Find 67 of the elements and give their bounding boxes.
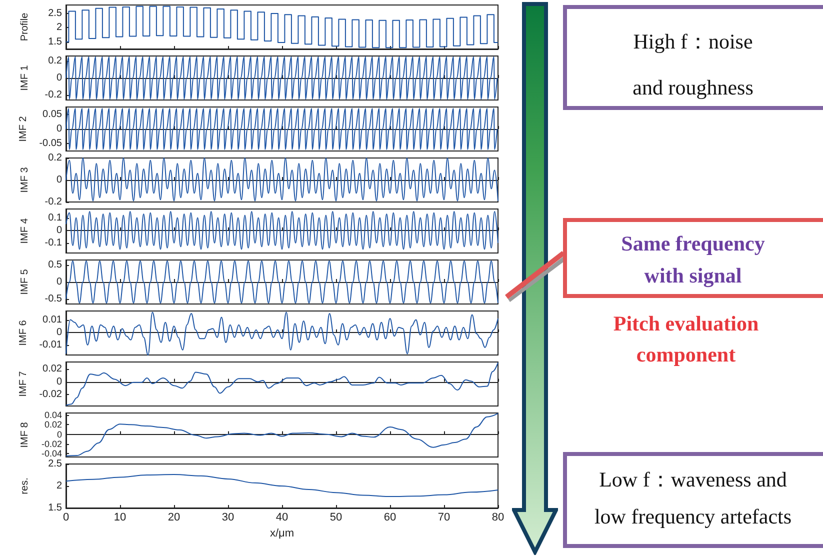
line-series [66,260,498,304]
y-axis-title: IMF 3 [20,166,30,193]
line-series [66,158,498,202]
text: low frequency artefacts [594,504,792,529]
y-axis-title: IMF 7 [18,370,29,397]
line-series [66,474,498,498]
y-tick-label: 1.5 [48,36,62,48]
x-tick-label: 60 [384,512,396,524]
y-axis-title: IMF 4 [20,218,30,244]
y-axis-title: IMF 1 [20,64,30,91]
y-tick-label: 2.5 [48,458,62,470]
x-axis-title: x/μm [270,528,294,540]
x-tick-label: 70 [438,512,450,524]
text: Pitch evaluation [613,311,759,336]
line-series [66,211,498,250]
x-tick-label: 50 [330,512,342,524]
line-series [66,6,498,48]
y-tick-label: -0.02 [39,389,62,400]
x-tick-label: 20 [168,512,180,524]
y-axis-title: res. [20,478,30,494]
y-tick-label: -0.01 [39,339,62,350]
text: High f：noise [633,29,753,54]
y-tick-label: -0.04 [41,448,62,459]
y-tick-label: 0.05 [42,108,62,120]
y-axis-title: IMF 8 [20,422,30,448]
y-tick-label: 0.5 [48,260,62,271]
x-tick-label: 80 [492,512,504,524]
y-tick-label: 2 [56,480,62,492]
y-tick-label: 2 [56,22,62,34]
y-tick-label: 0.1 [48,212,62,224]
line-series [66,312,498,356]
y-tick-label: 2.5 [48,8,62,20]
y-tick-label: 0.01 [42,314,62,326]
y-tick-label: 0 [56,376,62,388]
y-tick-label: 0.02 [44,420,62,430]
y-axis-title: IMF 6 [18,320,29,346]
y-tick-label: 0 [56,326,62,338]
y-tick-label: 0 [56,224,62,236]
x-tick-label: 40 [276,512,288,524]
x-tick-label: 10 [114,512,126,524]
text: and roughness [632,75,754,100]
y-tick-label: -0.05 [39,138,62,150]
line-series [66,362,498,406]
y-tick-label: 0 [56,124,62,134]
y-tick-label: 0.04 [44,410,62,420]
y-tick-label: 0 [56,174,62,186]
y-tick-label: 0.2 [48,152,62,164]
y-axis-title: Profile [20,12,30,42]
text: Low f：waveness and [599,467,787,492]
y-tick-label: 0.2 [48,56,62,67]
y-tick-label: -0.02 [41,438,62,449]
y-axis-title: IMF 2 [18,116,29,142]
text: with signal [644,263,742,288]
y-tick-label: 0.02 [42,364,62,375]
text: Same frequency [621,231,765,256]
text: component [636,342,736,367]
line-series [66,412,498,457]
y-tick-label: 1.5 [48,502,62,514]
y-tick-label: -0.2 [44,89,62,100]
y-tick-label: 0 [56,429,62,440]
x-tick-label: 30 [222,512,234,524]
y-tick-label: -0.2 [44,196,62,208]
y-tick-label: 0 [56,276,62,288]
y-tick-label: -0.1 [44,237,62,248]
y-tick-label: 0 [56,72,62,84]
y-axis-title: IMF 5 [20,268,30,295]
y-tick-label: -0.5 [44,293,62,304]
